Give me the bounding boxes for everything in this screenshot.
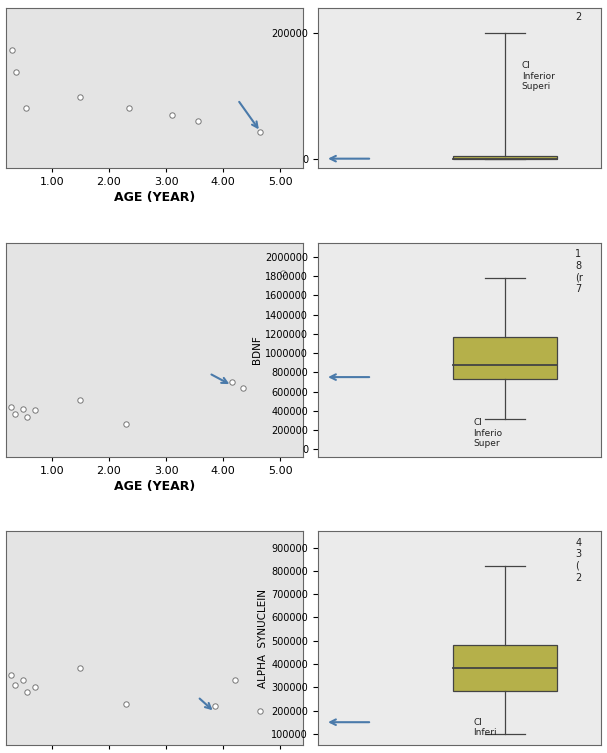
Point: [210, 700, 220, 712]
Point: [75, 662, 85, 674]
Point: [239, 382, 248, 394]
Point: [22, 410, 32, 422]
Point: [256, 126, 265, 138]
Point: [192, 115, 202, 127]
Point: [7, 44, 16, 56]
Text: 2: 2: [575, 12, 582, 23]
Point: [230, 674, 240, 686]
Point: [10, 408, 19, 420]
Point: [227, 376, 237, 389]
Text: 4
3
(
2: 4 3 ( 2: [575, 538, 582, 583]
Point: [30, 681, 39, 694]
Text: 1
8
(r
7: 1 8 (r 7: [575, 249, 583, 294]
Bar: [453, 337, 557, 379]
Point: [22, 686, 32, 698]
Point: [10, 678, 19, 691]
Point: [6, 669, 16, 681]
Y-axis label: ALPHA  SYNUCLEIN: ALPHA SYNUCLEIN: [259, 589, 268, 688]
Point: [121, 698, 131, 710]
Point: [121, 418, 131, 430]
Text: CI
Inferio
Super: CI Inferio Super: [473, 419, 503, 448]
Point: [167, 108, 177, 120]
Point: [18, 403, 28, 415]
Point: [18, 674, 28, 686]
Bar: [453, 156, 557, 159]
Point: [21, 102, 31, 114]
Point: [124, 102, 134, 114]
X-axis label: AGE (YEAR): AGE (YEAR): [114, 480, 195, 493]
Point: [75, 91, 85, 103]
Point: [6, 401, 16, 413]
Point: [30, 404, 39, 416]
Point: [75, 394, 85, 406]
Text: CI
Inferior
Superi: CI Inferior Superi: [521, 61, 555, 91]
X-axis label: AGE (YEAR): AGE (YEAR): [114, 191, 195, 204]
Point: [12, 66, 21, 78]
Point: [279, 267, 288, 279]
Bar: [453, 645, 557, 691]
Point: [256, 705, 265, 717]
Text: CI
Inferi: CI Inferi: [473, 718, 497, 737]
Y-axis label: BDNF: BDNF: [253, 335, 262, 364]
